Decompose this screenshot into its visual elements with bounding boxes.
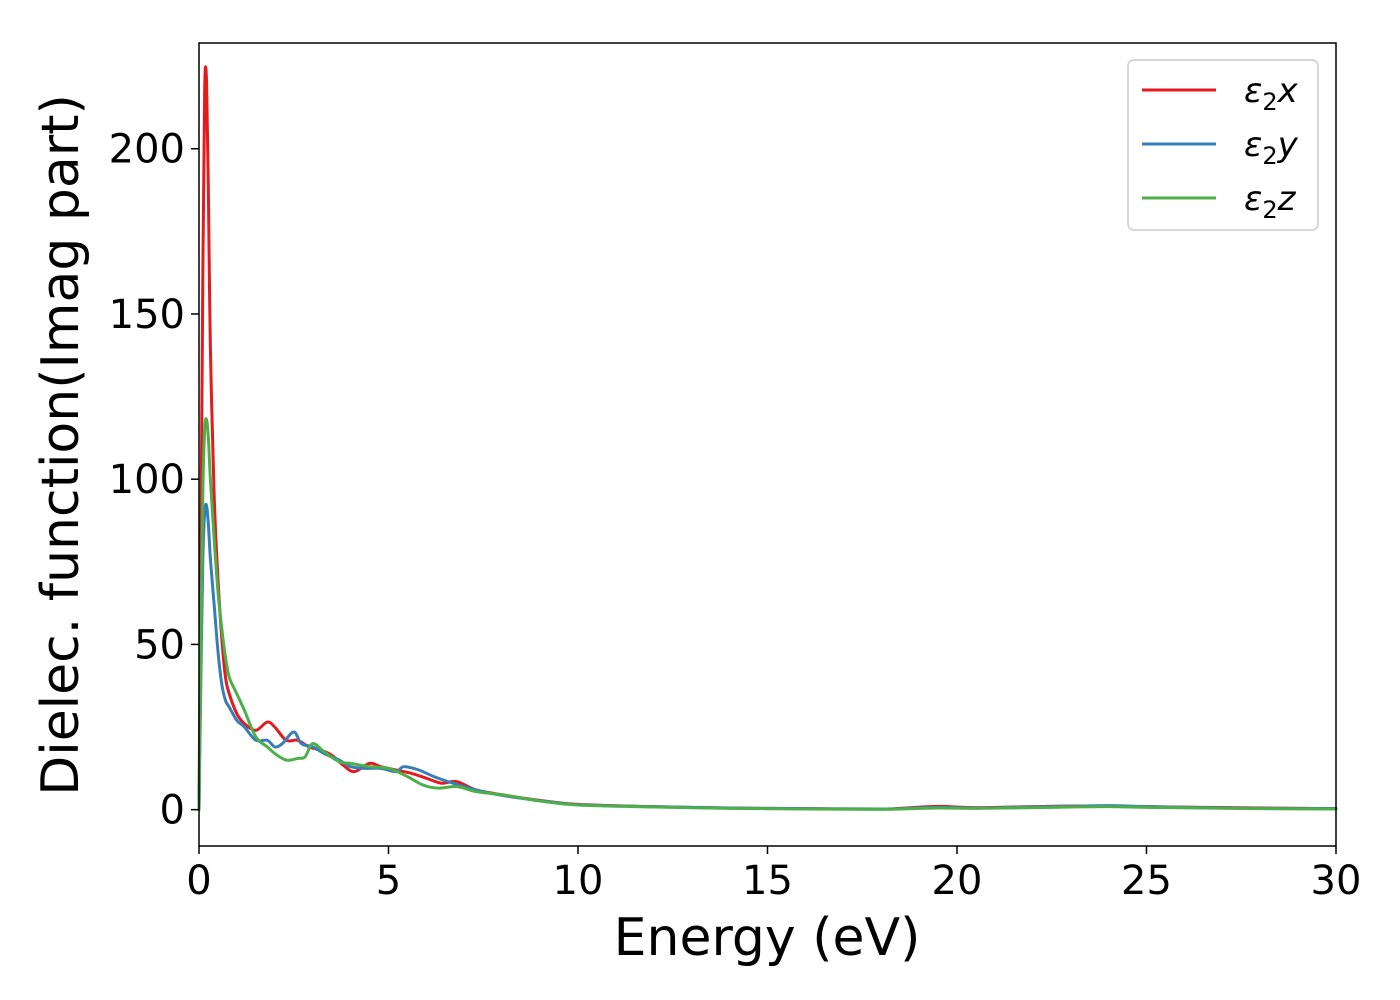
legend: ε2x ε2y ε2z [1127, 59, 1319, 231]
y-axis: 0 50 100 150 200 [109, 127, 199, 834]
series-line-z [197, 417, 1338, 812]
legend-items: ε2x ε2y ε2z [1142, 71, 1299, 224]
legend-box [1127, 59, 1319, 231]
legend-label-x: ε2x [1244, 71, 1299, 116]
y-tick-label: 0 [160, 788, 185, 834]
x-axis: 0 5 10 15 20 25 30 [186, 846, 1361, 904]
x-tick-label: 25 [1121, 858, 1172, 904]
x-tick-label: 15 [742, 858, 793, 904]
y-tick-label: 200 [109, 127, 185, 173]
y-tick-label: 50 [134, 622, 185, 668]
legend-label-z: ε2z [1244, 179, 1297, 224]
y-tick-label: 100 [109, 457, 185, 503]
x-tick-label: 10 [553, 858, 604, 904]
x-tick-label: 5 [376, 858, 401, 904]
legend-label-y: ε2y [1244, 125, 1299, 170]
x-tick-label: 20 [932, 858, 983, 904]
series-layer [197, 65, 1338, 812]
x-tick-label: 0 [186, 858, 211, 904]
x-axis-title: Energy (eV) [614, 908, 921, 968]
y-tick-label: 150 [109, 292, 185, 338]
x-tick-label: 30 [1311, 858, 1362, 904]
y-axis-title: Dielec. function(Imag part) [31, 94, 91, 796]
